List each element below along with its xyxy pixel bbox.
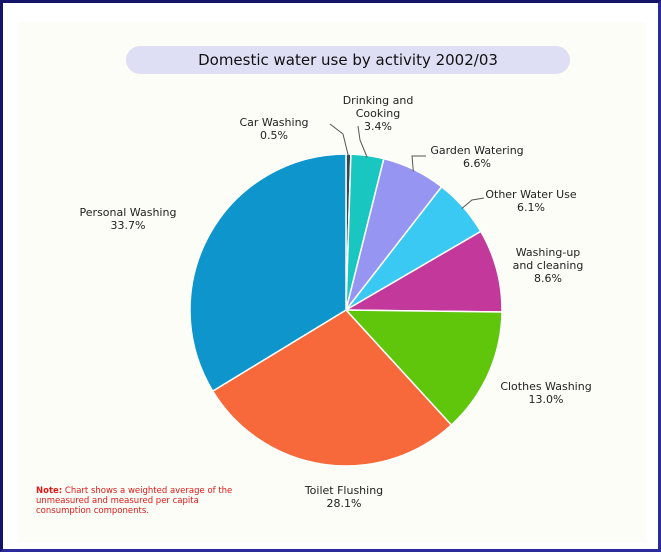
pie-slices (189, 153, 503, 467)
label-garden-watering-name: Garden Watering (430, 144, 524, 157)
label-toilet-flushing: Toilet Flushing 28.1% (292, 484, 396, 510)
pie-slice-washing-up-and-cleaning (343, 230, 503, 313)
leader-line-car-washing (329, 123, 349, 157)
pie-slice-personal-washing (189, 153, 347, 393)
label-clothes-washing-value: 13.0% (528, 393, 564, 406)
label-other-water-use-name: Other Water Use (485, 188, 577, 201)
label-car-washing: Car Washing 0.5% (232, 116, 316, 142)
leader-line-other-water-use (461, 197, 485, 209)
label-washing-up: Washing-up and cleaning 8.6% (510, 246, 586, 285)
leader-line-drinking-cooking (357, 125, 368, 158)
chart-title-text: Domestic water use by activity 2002/03 (198, 51, 498, 69)
leader-line-garden-watering (411, 155, 426, 172)
label-clothes-washing: Clothes Washing 13.0% (494, 380, 598, 406)
label-personal-washing: Personal Washing 33.7% (72, 206, 184, 232)
label-washing-up-name: Washing-up and cleaning (512, 246, 584, 272)
label-toilet-flushing-value: 28.1% (326, 497, 362, 510)
chart-note: Note: Chart shows a weighted average of … (36, 486, 246, 516)
label-washing-up-value: 8.6% (534, 272, 562, 285)
label-car-washing-name: Car Washing (239, 116, 309, 129)
label-toilet-flushing-name: Toilet Flushing (304, 484, 384, 497)
label-garden-watering: Garden Watering 6.6% (428, 144, 526, 170)
label-drinking-cooking-value: 3.4% (364, 120, 392, 133)
label-personal-washing-value: 33.7% (110, 219, 146, 232)
label-personal-washing-name: Personal Washing (79, 206, 177, 219)
pie-slice-clothes-washing (344, 309, 503, 427)
chart-note-prefix: Note: (36, 486, 63, 496)
label-drinking-cooking-name: Drinking and Cooking (342, 94, 414, 120)
chart-note-text: Chart shows a weighted average of the un… (36, 486, 233, 516)
label-car-washing-value: 0.5% (260, 129, 288, 142)
label-drinking-cooking: Drinking and Cooking 3.4% (338, 94, 418, 133)
pie-slice-toilet-flushing (211, 309, 453, 467)
leader-lines (329, 123, 485, 209)
label-clothes-washing-name: Clothes Washing (500, 380, 592, 393)
chart-title: Domestic water use by activity 2002/03 (126, 46, 570, 74)
label-other-water-use-value: 6.1% (517, 201, 545, 214)
label-garden-watering-value: 6.6% (463, 157, 491, 170)
label-other-water-use: Other Water Use 6.1% (484, 188, 578, 214)
